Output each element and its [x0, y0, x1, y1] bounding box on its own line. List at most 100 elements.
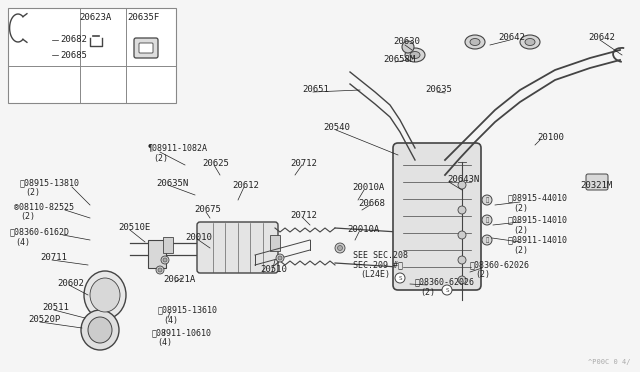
Text: SEE SEC.208: SEE SEC.208 [353, 250, 408, 260]
Text: 20642: 20642 [588, 33, 615, 42]
Ellipse shape [470, 38, 480, 45]
FancyBboxPatch shape [586, 174, 608, 190]
Text: 20010A: 20010A [347, 225, 380, 234]
Text: Ⓠ08915-13610: Ⓠ08915-13610 [158, 305, 218, 314]
Text: (2): (2) [475, 270, 490, 279]
Text: Ⓜ08915-13810: Ⓜ08915-13810 [20, 179, 80, 187]
Ellipse shape [88, 317, 112, 343]
Ellipse shape [465, 35, 485, 49]
Text: 20675: 20675 [194, 205, 221, 215]
Text: 20668: 20668 [358, 199, 385, 208]
Text: 20510E: 20510E [118, 224, 150, 232]
Text: 20685: 20685 [60, 51, 87, 60]
Text: (2): (2) [513, 246, 528, 254]
Ellipse shape [81, 310, 119, 350]
Text: 20643N: 20643N [447, 176, 479, 185]
Circle shape [278, 256, 282, 260]
Text: 20511: 20511 [42, 304, 69, 312]
Text: 20540: 20540 [323, 124, 350, 132]
Text: (4): (4) [157, 339, 172, 347]
Circle shape [337, 246, 342, 250]
Text: (2): (2) [153, 154, 168, 163]
Circle shape [402, 41, 414, 53]
Circle shape [335, 243, 345, 253]
Text: Ⓝ08360-62026: Ⓝ08360-62026 [415, 278, 475, 286]
Circle shape [482, 195, 492, 205]
Circle shape [458, 231, 466, 239]
Text: 20010: 20010 [185, 232, 212, 241]
Bar [148, 240, 166, 268]
Circle shape [156, 266, 164, 274]
Circle shape [482, 215, 492, 225]
Ellipse shape [520, 35, 540, 49]
Circle shape [458, 256, 466, 264]
FancyBboxPatch shape [393, 143, 481, 290]
Circle shape [276, 254, 284, 262]
Text: Ⓞ08911-10610: Ⓞ08911-10610 [152, 328, 212, 337]
Text: 20321M: 20321M [580, 180, 612, 189]
Text: S: S [398, 276, 402, 280]
Ellipse shape [84, 271, 126, 319]
Text: 20010A: 20010A [352, 183, 384, 192]
Text: Ⓢ: Ⓢ [485, 197, 488, 203]
Text: 20621A: 20621A [163, 276, 195, 285]
Text: 20635: 20635 [425, 86, 452, 94]
Text: (2): (2) [25, 189, 40, 198]
Text: SEC.209 #号: SEC.209 #号 [353, 260, 403, 269]
Text: (2): (2) [513, 225, 528, 234]
Text: Ⓞ: Ⓞ [485, 237, 488, 243]
FancyBboxPatch shape [139, 43, 153, 53]
Ellipse shape [410, 51, 420, 58]
Text: Ⓢ08915-44010: Ⓢ08915-44010 [508, 193, 568, 202]
Text: (4): (4) [15, 237, 30, 247]
Bar [8, 8, 176, 103]
Text: 20630: 20630 [393, 38, 420, 46]
FancyBboxPatch shape [134, 38, 158, 58]
Circle shape [458, 206, 466, 214]
Bar [270, 235, 280, 251]
Circle shape [395, 273, 405, 283]
Text: 20682: 20682 [60, 35, 87, 45]
Text: 20100: 20100 [537, 134, 564, 142]
Text: ^P00C 0 4/: ^P00C 0 4/ [588, 359, 630, 365]
Text: Ⓝ08360-62026: Ⓝ08360-62026 [470, 260, 530, 269]
Text: ¶08911-1082A: ¶08911-1082A [148, 144, 208, 153]
Text: 20625: 20625 [202, 158, 229, 167]
Ellipse shape [405, 48, 425, 62]
Text: ®08110-82525: ®08110-82525 [14, 202, 74, 212]
Text: 20712: 20712 [290, 158, 317, 167]
Circle shape [442, 285, 452, 295]
Text: 20510: 20510 [260, 266, 287, 275]
Text: (2): (2) [420, 288, 435, 296]
Text: (2): (2) [513, 203, 528, 212]
Text: 20651: 20651 [302, 86, 329, 94]
Text: 20712: 20712 [290, 211, 317, 219]
Text: Ⓢ: Ⓢ [485, 217, 488, 223]
Text: (L24E): (L24E) [360, 270, 390, 279]
Circle shape [158, 268, 162, 272]
Text: 20711: 20711 [40, 253, 67, 263]
Circle shape [161, 256, 169, 264]
Text: 20642: 20642 [498, 33, 525, 42]
Text: Ⓝ08360-6162D: Ⓝ08360-6162D [10, 228, 70, 237]
Circle shape [163, 258, 167, 262]
Bar [163, 237, 173, 253]
Circle shape [482, 235, 492, 245]
Circle shape [458, 276, 466, 284]
Text: 20520P: 20520P [28, 315, 60, 324]
Text: 20612: 20612 [232, 180, 259, 189]
Text: 20658M: 20658M [383, 55, 415, 64]
FancyBboxPatch shape [197, 222, 278, 273]
Circle shape [458, 181, 466, 189]
Text: (2): (2) [20, 212, 35, 221]
Ellipse shape [525, 38, 535, 45]
Text: 20635N: 20635N [156, 179, 188, 187]
Text: Ⓢ08915-14010: Ⓢ08915-14010 [508, 215, 568, 224]
Ellipse shape [90, 278, 120, 312]
Text: Ⓞ08911-14010: Ⓞ08911-14010 [508, 235, 568, 244]
Text: 20635F: 20635F [127, 13, 159, 22]
Text: (4): (4) [163, 315, 178, 324]
Text: 20602: 20602 [57, 279, 84, 288]
Text: 20623A: 20623A [79, 13, 111, 22]
Text: S: S [445, 288, 449, 292]
